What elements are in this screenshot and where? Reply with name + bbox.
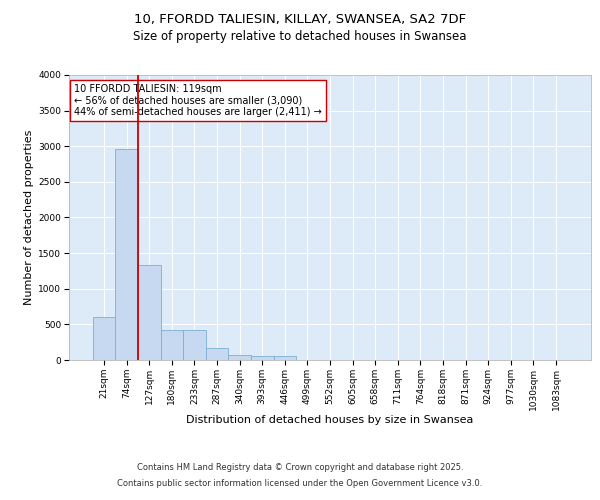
Bar (251, 356, 274, 360)
Text: Size of property relative to detached houses in Swansea: Size of property relative to detached ho… (133, 30, 467, 43)
Text: Contains HM Land Registry data © Crown copyright and database right 2025.: Contains HM Land Registry data © Crown c… (137, 464, 463, 472)
Bar (206, 348, 229, 360)
X-axis label: Distribution of detached houses by size in Swansea: Distribution of detached houses by size … (187, 416, 473, 426)
Bar (93, 318, 115, 360)
Text: 10, FFORDD TALIESIN, KILLAY, SWANSEA, SA2 7DF: 10, FFORDD TALIESIN, KILLAY, SWANSEA, SA… (134, 12, 466, 26)
Text: 10 FFORDD TALIESIN: 119sqm
← 56% of detached houses are smaller (3,090)
44% of s: 10 FFORDD TALIESIN: 119sqm ← 56% of deta… (74, 84, 322, 116)
Text: Contains public sector information licensed under the Open Government Licence v3: Contains public sector information licen… (118, 478, 482, 488)
Bar (183, 330, 206, 360)
Bar (138, 265, 161, 360)
Bar (161, 330, 183, 360)
Bar (229, 354, 251, 360)
Bar (115, 149, 138, 360)
Bar (274, 356, 296, 360)
Y-axis label: Number of detached properties: Number of detached properties (24, 130, 34, 305)
